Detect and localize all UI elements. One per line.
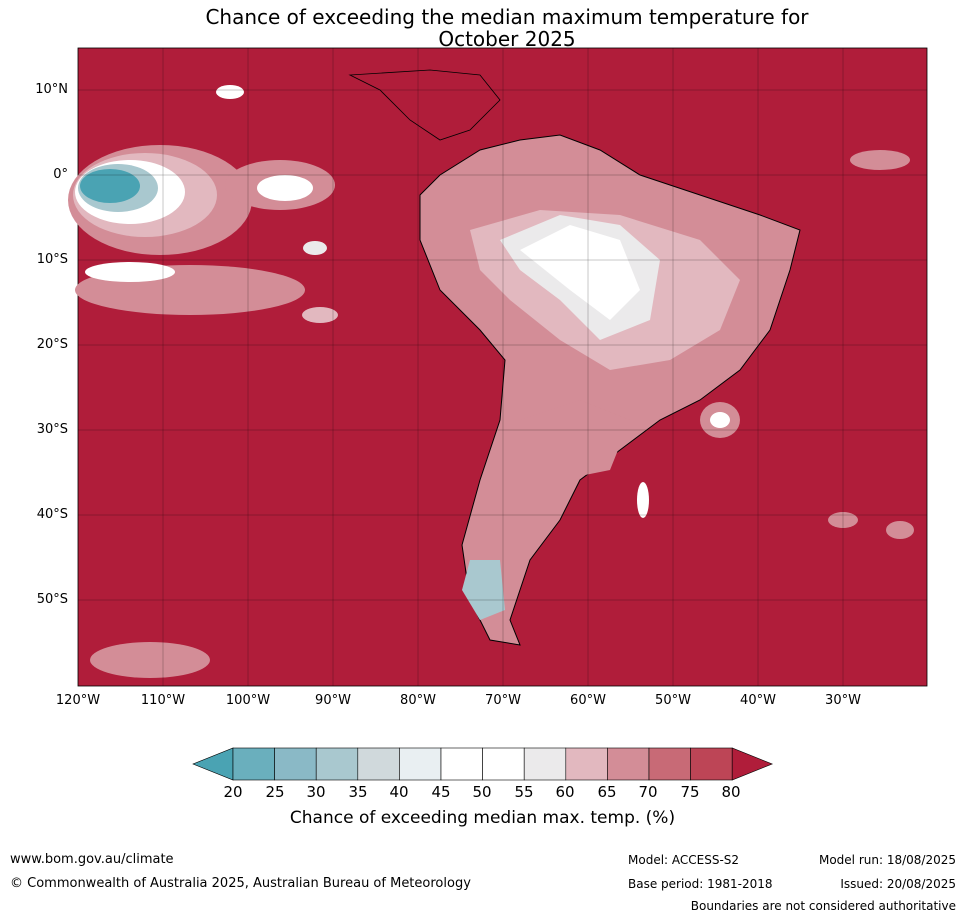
- colorbar-bin: [482, 747, 525, 781]
- colorbar-bin: [523, 747, 567, 781]
- map-title-line1: Chance of exceeding the median maximum t…: [205, 5, 809, 29]
- colorbar-bin: [440, 747, 483, 781]
- colorbar-tick-label: 30: [306, 783, 326, 801]
- colorbar-tick-label: 75: [680, 783, 700, 801]
- colorbar-tick-label: 40: [389, 783, 409, 801]
- colorbar-bin: [648, 747, 691, 781]
- colorbar-tick-label: 80: [721, 783, 741, 801]
- colorbar-tick-label: 25: [265, 783, 285, 801]
- colorbar-bin: [357, 747, 400, 781]
- lat-tick-label: 10°S: [36, 252, 68, 267]
- lon-tick-label: 40°W: [740, 693, 776, 708]
- colorbar-tick-label: 70: [638, 783, 658, 801]
- model-name: Model: ACCESS-S2: [628, 853, 740, 867]
- lat-tick-label: 20°S: [36, 337, 68, 352]
- base-period: Base period: 1981-2018: [628, 877, 773, 891]
- colorbar: [192, 747, 774, 781]
- colorbar-bin: [232, 747, 275, 781]
- issued-date: Issued: 20/08/2025: [840, 877, 956, 891]
- lat-tick-label: 40°S: [36, 507, 68, 522]
- lon-tick-label: 100°W: [225, 693, 271, 708]
- lon-tick-label: 30°W: [825, 693, 861, 708]
- lon-tick-label: 120°W: [55, 693, 101, 708]
- model-run-date: Model run: 18/08/2025: [818, 853, 956, 867]
- colorbar-extend-high: [731, 747, 774, 781]
- lat-tick-label: 30°S: [36, 422, 68, 437]
- south-america: [348, 69, 801, 646]
- pacific-anomaly: [68, 85, 914, 678]
- colorbar-bin: [565, 747, 608, 781]
- copyright-notice: © Commonwealth of Australia 2025, Austra…: [10, 876, 471, 891]
- lon-tick-label: 80°W: [400, 693, 436, 708]
- map-title-line2: October 2025: [438, 27, 576, 51]
- colorbar-tick-label: 50: [472, 783, 492, 801]
- colorbar-tick-label: 45: [431, 783, 451, 801]
- graticule: [78, 48, 927, 686]
- lon-tick-label: 50°W: [655, 693, 691, 708]
- colorbar-tick-label: 20: [223, 783, 243, 801]
- lat-tick-label: 10°N: [35, 82, 68, 97]
- lon-tick-label: 60°W: [570, 693, 606, 708]
- lon-tick-label: 110°W: [140, 693, 186, 708]
- colorbar-label: Chance of exceeding median max. temp. (%…: [289, 808, 676, 828]
- colorbar-extend-low: [192, 747, 234, 781]
- boundaries-disclaimer: Boundaries are not considered authoritat…: [690, 899, 956, 913]
- colorbar-tick-label: 55: [514, 783, 534, 801]
- colorbar-bin: [315, 747, 359, 781]
- website-link[interactable]: www.bom.gov.au/climate: [10, 852, 174, 867]
- colorbar-bin: [607, 747, 650, 781]
- colorbar-bin: [399, 747, 442, 781]
- lat-tick-label: 0°: [53, 167, 68, 182]
- lon-tick-label: 70°W: [485, 693, 521, 708]
- lon-tick-label: 90°W: [315, 693, 351, 708]
- colorbar-tick-label: 60: [555, 783, 575, 801]
- colorbar-bin: [274, 747, 317, 781]
- colorbar-bin: [690, 747, 733, 781]
- lat-tick-label: 50°S: [36, 592, 68, 607]
- colorbar-tick-label: 35: [348, 783, 368, 801]
- colorbar-tick-label: 65: [597, 783, 617, 801]
